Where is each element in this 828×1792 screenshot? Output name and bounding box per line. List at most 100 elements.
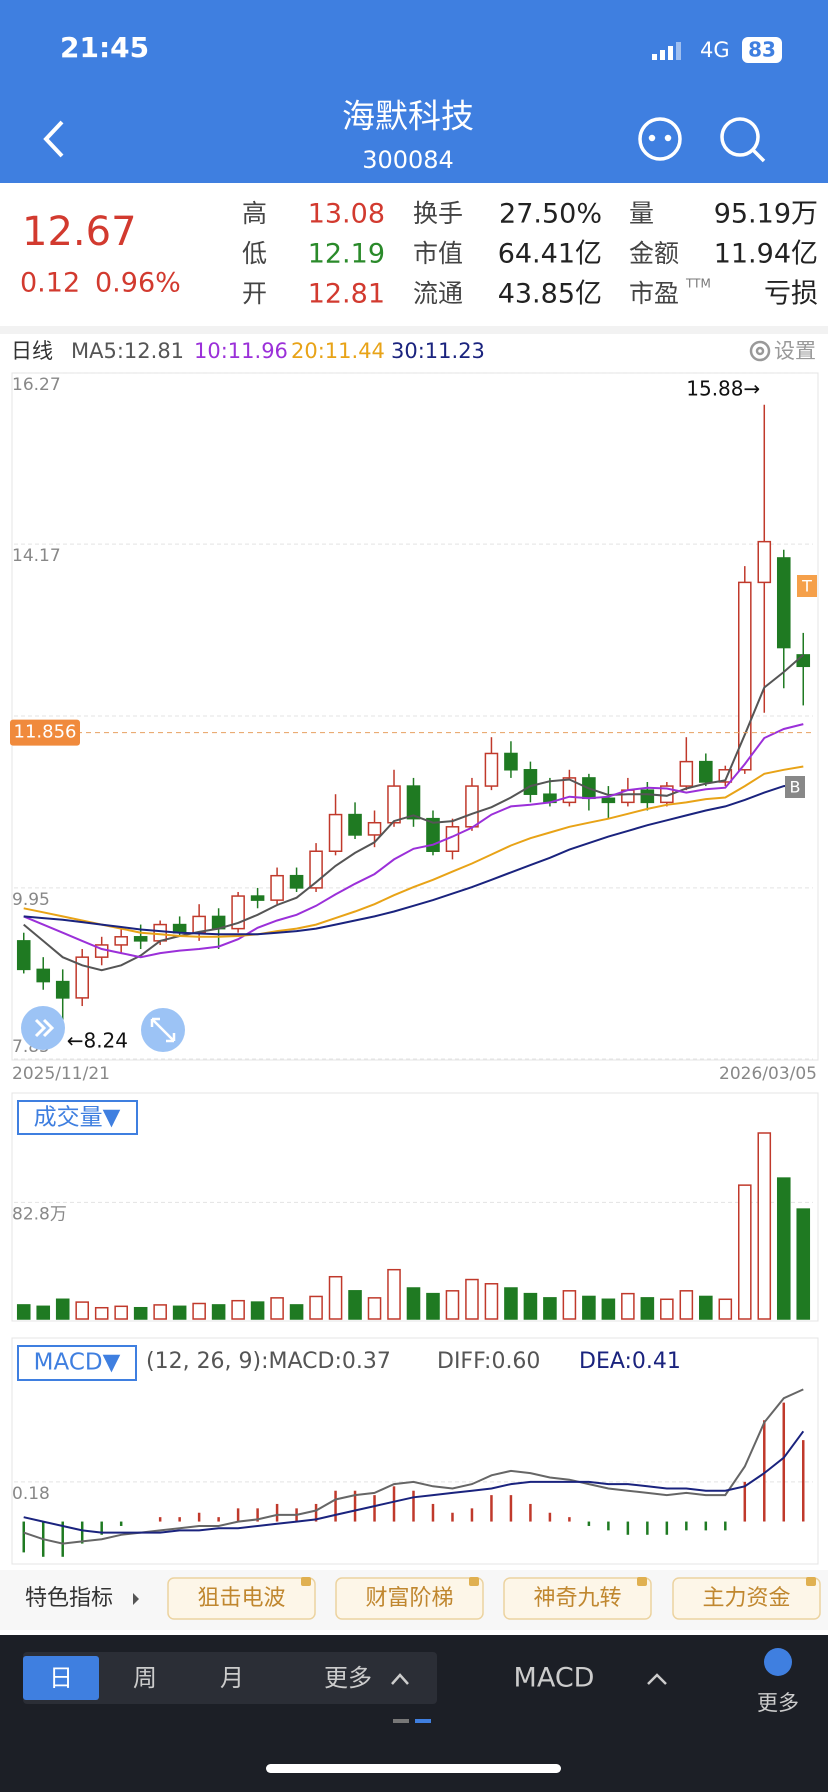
macd-line — [23, 1430, 805, 1534]
search-button[interactable] — [720, 117, 766, 163]
quote-value: 12.19 — [308, 239, 385, 270]
feature-button[interactable] — [503, 1577, 652, 1620]
volume-bar — [738, 1184, 752, 1320]
feature-button-label[interactable]: 财富阶梯 — [365, 1586, 453, 1611]
volume-bar — [543, 1297, 557, 1320]
candle-body — [250, 895, 265, 901]
volume-bar — [757, 1132, 772, 1320]
volume-bar — [36, 1305, 51, 1320]
ma-line — [23, 765, 804, 938]
back-button[interactable] — [43, 120, 64, 158]
feature-button[interactable] — [672, 1577, 821, 1620]
volume-bar — [211, 1304, 226, 1320]
min-label: ←8.24 — [67, 1029, 128, 1053]
volume-bar — [367, 1297, 382, 1320]
volume-selector-label[interactable]: 成交量▼ — [34, 1105, 121, 1131]
volume-bar — [445, 1290, 460, 1320]
tab-more[interactable]: 更多 — [324, 1664, 372, 1692]
candle-body — [504, 752, 518, 771]
volume-bar — [348, 1290, 362, 1320]
volume-selector[interactable] — [17, 1100, 138, 1135]
volume-bar — [250, 1301, 265, 1320]
volume-bar — [601, 1298, 616, 1320]
settings-label[interactable]: 设置 — [774, 339, 816, 363]
dea-label: DEA:0.41 — [579, 1349, 681, 1374]
ma-legend: 日线 MA5:12.81 10:11.96 20:11.44 30:11.23 — [11, 339, 485, 363]
header-bg — [0, 0, 828, 183]
feature-button-label[interactable]: 神奇九转 — [533, 1586, 621, 1611]
candle-body — [36, 968, 51, 983]
volume-bar — [289, 1304, 304, 1320]
feature-button[interactable] — [335, 1577, 484, 1620]
quote-label: 流通 — [413, 279, 463, 308]
candle-body — [348, 813, 362, 836]
tab-day[interactable]: 日 — [49, 1664, 73, 1692]
macd-line — [23, 1388, 804, 1545]
volume-bar — [75, 1301, 89, 1320]
volume-bar — [172, 1305, 187, 1320]
macd-panel — [11, 1337, 819, 1565]
candle-body — [523, 769, 538, 795]
price-change: 0.12 — [20, 268, 80, 299]
volume-bar — [523, 1292, 538, 1320]
indicator-tab[interactable]: MACD — [514, 1663, 595, 1694]
candle-body — [16, 940, 31, 971]
volume-bar — [94, 1306, 109, 1320]
volume-bar — [465, 1278, 479, 1320]
tab-month[interactable]: 月 — [220, 1664, 244, 1692]
candle-body — [465, 785, 479, 828]
lock-icon — [301, 1577, 311, 1586]
candle-body — [640, 789, 655, 804]
period-label: 日线 — [11, 339, 53, 363]
volume-bar — [55, 1298, 70, 1320]
settings-icon[interactable] — [749, 340, 771, 362]
candle-body — [55, 980, 70, 999]
home-indicator — [266, 1764, 561, 1773]
diff-label: DIFF:0.60 — [437, 1349, 540, 1374]
macd-params: (12, 26, 9):MACD:0.37 — [146, 1349, 391, 1374]
candle-body — [776, 557, 791, 649]
candle-body — [328, 813, 343, 852]
candle-body — [484, 752, 499, 787]
candle-body — [367, 821, 382, 836]
quote-label: 市盈 — [629, 279, 679, 308]
tab-week[interactable]: 周 — [133, 1664, 157, 1692]
volume-bar — [504, 1287, 518, 1320]
feature-buttons: 狙击电波 财富阶梯 神奇九转 主力资金 — [167, 1577, 821, 1620]
volume-bar — [16, 1304, 31, 1320]
price-change-pct: 0.96% — [95, 268, 181, 299]
candle-body — [133, 936, 148, 942]
volume-bar — [328, 1275, 343, 1320]
service-button[interactable] — [638, 117, 682, 161]
volume-bar — [796, 1208, 811, 1320]
status-time: 21:45 — [60, 31, 149, 64]
lock-icon — [806, 1577, 816, 1586]
last-price: 12.67 — [22, 209, 137, 255]
macd-selector-label[interactable]: MACD▼ — [34, 1350, 121, 1376]
signal-icon — [652, 42, 681, 60]
ma-line — [23, 782, 804, 936]
feature-button-label[interactable]: 主力资金 — [702, 1586, 790, 1611]
battery-level: 83 — [748, 38, 776, 62]
feature-button[interactable] — [167, 1577, 316, 1620]
quote-label: 换手 — [413, 199, 463, 228]
volume-bar — [562, 1290, 577, 1320]
candle-body — [601, 797, 616, 804]
quote-value: 95.19万 — [714, 199, 818, 230]
feature-button-label[interactable]: 狙击电波 — [197, 1586, 285, 1611]
more-label[interactable]: 更多 — [757, 1691, 799, 1715]
price-line-tag — [10, 719, 80, 746]
y-tick-label: 0.18 — [12, 1484, 50, 1504]
y-tick-label: 16.27 — [12, 375, 61, 395]
more-icon[interactable] — [764, 1648, 792, 1676]
x-tick-label: 2025/11/21 — [12, 1064, 110, 1084]
marker-b — [785, 776, 805, 798]
page-dot — [393, 1719, 409, 1723]
volume-bar — [776, 1177, 791, 1320]
candle-body — [406, 785, 421, 820]
legend-entry: 20:11.44 — [291, 339, 385, 363]
marker-t — [797, 575, 817, 597]
volume-bar — [309, 1295, 323, 1320]
macd-selector[interactable] — [17, 1345, 137, 1381]
volume-bar — [718, 1298, 733, 1320]
